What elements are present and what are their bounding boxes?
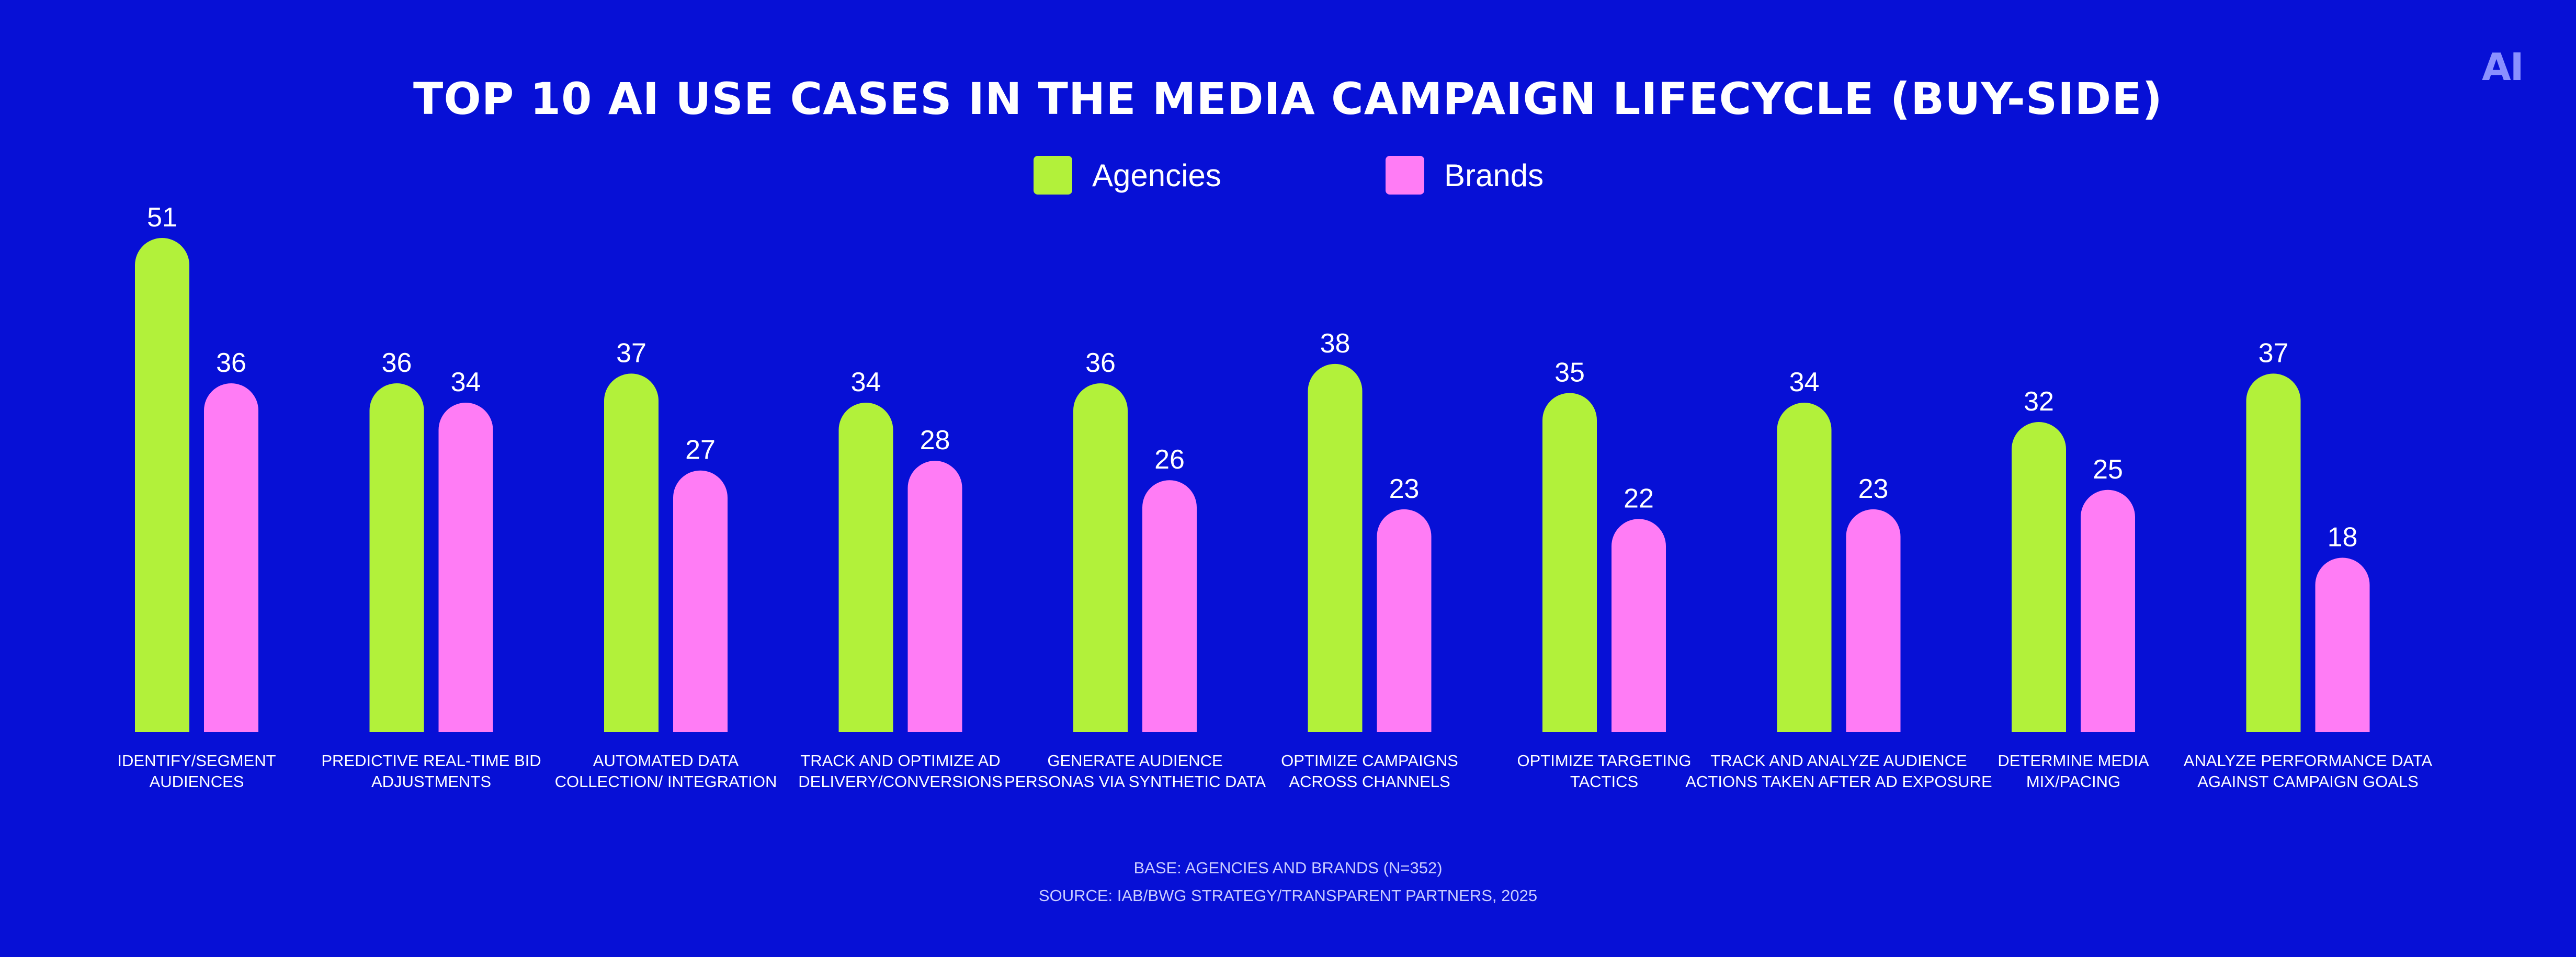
chart-title: TOP 10 AI USE CASES IN THE MEDIA CAMPAIG… <box>413 73 2163 124</box>
bar-agencies-1 <box>135 238 189 732</box>
bar-agencies-7 <box>1542 393 1597 732</box>
category-label-8-line-1: TRACK AND ANALYZE AUDIENCE <box>1710 751 1967 770</box>
category-label-3-line-1: AUTOMATED DATA <box>593 751 739 770</box>
data-label-agencies-10: 37 <box>2259 338 2289 368</box>
bar-brands-7 <box>1612 519 1666 732</box>
legend-item-agencies: Agencies <box>1034 156 1221 195</box>
data-label-brands-4: 28 <box>920 425 950 455</box>
bar-brands-2 <box>438 403 493 732</box>
data-label-agencies-8: 34 <box>1789 367 1820 397</box>
bar-brands-1 <box>204 383 258 732</box>
bar-brands-9 <box>2081 489 2135 732</box>
data-label-brands-3: 27 <box>685 435 716 465</box>
category-label-7-line-2: TACTICS <box>1570 772 1638 791</box>
legend-label-brands: Brands <box>1444 157 1544 193</box>
bar-group-9: 32 25 DETERMINE MEDIA MIX/PACING <box>1998 386 2149 791</box>
bar-group-4: 34 28 TRACK AND OPTIMIZE AD DELIVERY/CONVER… <box>798 367 1002 791</box>
bar-group-6: 38 23 OPTIMIZE CAMPAIGNS ACROSS CHANNELS <box>1281 328 1458 791</box>
data-label-brands-6: 23 <box>1389 474 1420 504</box>
bar-brands-4 <box>907 461 962 732</box>
category-label-1-line-1: IDENTIFY/SEGMENT <box>117 751 276 770</box>
category-label-3-line-2: COLLECTION/ INTEGRATION <box>555 772 777 791</box>
legend-item-brands: Brands <box>1386 156 1544 195</box>
data-label-agencies-6: 38 <box>1320 328 1351 359</box>
footnote-base: BASE: AGENCIES AND BRANDS (N=352) <box>1133 859 1443 877</box>
category-label-7-line-1: OPTIMIZE TARGETING <box>1517 751 1692 770</box>
bar-brands-3 <box>673 470 728 732</box>
bar-group-5: 36 26 GENERATE AUDIENCE PERSONAS VIA SYNTHE… <box>1004 348 1266 791</box>
category-label-6-line-1: OPTIMIZE CAMPAIGNS <box>1281 751 1458 770</box>
bar-agencies-2 <box>369 383 424 732</box>
data-label-brands-7: 22 <box>1624 483 1654 514</box>
bar-group-10: 37 18 ANALYZE PERFORMANCE DATA AGAINST CAMP… <box>2184 338 2433 791</box>
data-label-brands-8: 23 <box>1858 474 1889 504</box>
bar-brands-6 <box>1377 509 1432 732</box>
data-label-agencies-9: 32 <box>2024 386 2054 417</box>
bar-brands-10 <box>2315 557 2370 732</box>
data-label-agencies-4: 34 <box>851 367 881 397</box>
bar-agencies-10 <box>2246 373 2301 732</box>
category-label-9-line-2: MIX/PACING <box>2026 772 2120 791</box>
category-label-8-line-2: ACTIONS TAKEN AFTER AD EXPOSURE <box>1685 772 1992 791</box>
legend-swatch-agencies <box>1034 156 1072 195</box>
category-label-1-line-2: AUDIENCES <box>150 772 244 791</box>
data-label-brands-10: 18 <box>2328 522 2358 552</box>
footnote-source: SOURCE: IAB/BWG STRATEGY/TRANSPARENT PAR… <box>1038 886 1538 905</box>
bar-agencies-9 <box>2012 422 2066 732</box>
data-label-agencies-2: 36 <box>382 348 412 378</box>
bar-agencies-5 <box>1073 383 1128 732</box>
data-label-brands-9: 25 <box>2093 454 2123 485</box>
bar-group-2: 36 34 PREDICTIVE REAL-TIME BID ADJUSTMENTS <box>321 348 541 791</box>
ai-logo: AI <box>2482 45 2524 89</box>
bar-agencies-4 <box>838 403 893 732</box>
data-label-agencies-1: 51 <box>147 202 177 233</box>
data-label-agencies-3: 37 <box>616 338 646 368</box>
category-label-9-line-1: DETERMINE MEDIA <box>1998 751 2149 770</box>
bar-group-3: 37 27 AUTOMATED DATA COLLECTION/ INTEGRATIO… <box>555 338 777 791</box>
category-label-2-line-1: PREDICTIVE REAL-TIME BID <box>321 751 541 770</box>
category-label-10-line-2: AGAINST CAMPAIGN GOALS <box>2197 772 2419 791</box>
bar-agencies-6 <box>1308 363 1363 732</box>
bar-brands-8 <box>1846 509 1901 732</box>
bar-agencies-3 <box>604 373 659 732</box>
bar-agencies-8 <box>1777 403 1832 732</box>
legend-swatch-brands <box>1386 156 1424 195</box>
bar-brands-5 <box>1142 480 1197 732</box>
bar-group-8: 34 23 TRACK AND ANALYZE AUDIENCE ACTIONS TA… <box>1685 367 1992 791</box>
bar-group-1: 51 36 IDENTIFY/SEGMENT AUDIENCES <box>117 202 276 791</box>
data-label-brands-2: 34 <box>451 367 481 397</box>
data-label-brands-1: 36 <box>216 348 246 378</box>
category-label-5-line-2: PERSONAS VIA SYNTHETIC DATA <box>1004 772 1266 791</box>
data-label-agencies-7: 35 <box>1554 357 1585 388</box>
data-label-brands-5: 26 <box>1154 445 1185 475</box>
category-label-5-line-1: GENERATE AUDIENCE <box>1047 751 1222 770</box>
category-label-10-line-1: ANALYZE PERFORMANCE DATA <box>2184 751 2433 770</box>
data-label-agencies-5: 36 <box>1085 348 1116 378</box>
category-label-2-line-2: ADJUSTMENTS <box>371 772 491 791</box>
category-label-6-line-2: ACROSS CHANNELS <box>1289 772 1450 791</box>
category-label-4-line-1: TRACK AND OPTIMIZE AD <box>800 751 1000 770</box>
legend-label-agencies: Agencies <box>1092 157 1221 193</box>
bar-group-7: 35 22 OPTIMIZE TARGETING TACTICS <box>1517 357 1692 791</box>
category-label-4-line-2: DELIVERY/CONVERSIONS <box>798 772 1002 791</box>
